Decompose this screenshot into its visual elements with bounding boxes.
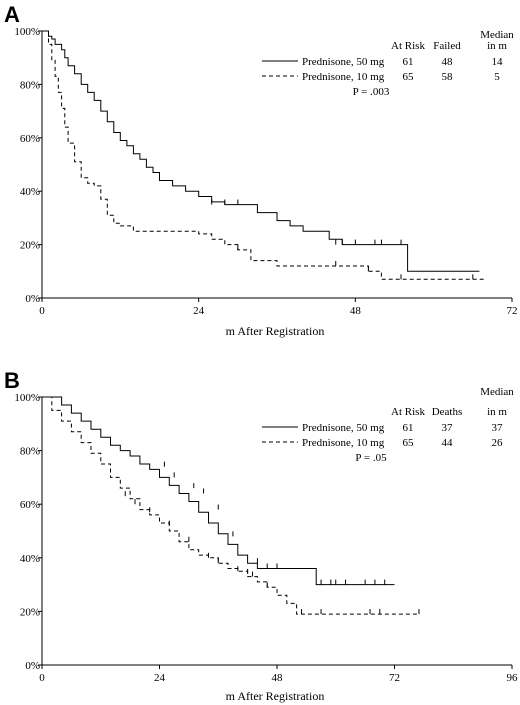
y-tick-label-a: 100% bbox=[14, 26, 40, 38]
y-tick-label-a: 0% bbox=[25, 293, 40, 305]
x-tick-label-b: 72 bbox=[389, 672, 400, 684]
chart-panel-a: A 0% 20% 40% 60% 80% 100% 0 24 48 72 Median At Ri… bbox=[4, 2, 518, 338]
x-tick-label-a: 0 bbox=[39, 305, 45, 317]
legend-b-name-10mg: Prednisone, 10 mg bbox=[302, 437, 385, 449]
legend-b-at-risk-50mg: 61 bbox=[403, 422, 414, 434]
panel-label-b: B bbox=[4, 368, 20, 393]
legend-b-name-50mg: Prednisone, 50 mg bbox=[302, 422, 385, 434]
legend-a-header-at-risk: At Risk bbox=[391, 40, 425, 52]
legend-a-at-risk-50mg: 61 bbox=[403, 56, 414, 68]
km-curve-b-50mg bbox=[42, 396, 395, 586]
chart-panel-b: B 0% 20% 40% 60% 80% 100% 0 24 48 72 96 Median At … bbox=[4, 368, 518, 703]
x-tick-label-a: 24 bbox=[193, 305, 205, 317]
km-curve-a-10mg bbox=[42, 30, 486, 280]
legend-b-events-10mg: 44 bbox=[442, 437, 454, 449]
y-tick-label-a: 80% bbox=[20, 79, 40, 91]
legend-b-median-10mg: 26 bbox=[492, 437, 504, 449]
legend-a-header-events: Failed bbox=[433, 40, 461, 52]
axes-b: 0% 20% 40% 60% 80% 100% 0 24 48 72 96 bbox=[14, 392, 518, 684]
axes-a: 0% 20% 40% 60% 80% 100% 0 24 48 72 bbox=[14, 26, 517, 317]
legend-a-median-50mg: 14 bbox=[492, 56, 504, 68]
y-tick-label-a: 20% bbox=[20, 240, 40, 252]
legend-a-header-in-m: in m bbox=[487, 40, 507, 52]
km-curve-b-10mg bbox=[42, 396, 419, 615]
y-tick-label-b: 60% bbox=[20, 499, 40, 511]
legend-b-at-risk-10mg: 65 bbox=[403, 437, 415, 449]
y-tick-label-b: 80% bbox=[20, 446, 40, 458]
legend-a-median-10mg: 5 bbox=[494, 71, 500, 83]
legend-b-pvalue: P = .05 bbox=[355, 452, 387, 464]
legend-b-events-50mg: 37 bbox=[442, 422, 454, 434]
curves-a bbox=[42, 30, 486, 280]
x-tick-label-b: 0 bbox=[39, 672, 45, 684]
x-axis-label-b: m After Registration bbox=[226, 689, 325, 703]
y-tick-label-b: 100% bbox=[14, 392, 40, 404]
x-tick-label-b: 48 bbox=[272, 672, 284, 684]
y-tick-label-b: 20% bbox=[20, 606, 40, 618]
panel-label-a: A bbox=[4, 2, 20, 27]
x-tick-label-b: 96 bbox=[507, 672, 519, 684]
legend-a-pvalue: P = .003 bbox=[353, 86, 390, 98]
legend-b-header-median: Median bbox=[480, 386, 514, 398]
legend-a-header-median: Median bbox=[480, 29, 514, 41]
x-tick-label-b: 24 bbox=[154, 672, 166, 684]
y-tick-label-b: 0% bbox=[25, 660, 40, 672]
x-axis-label-a: m After Registration bbox=[226, 324, 325, 338]
legend-b-header-in-m: in m bbox=[487, 406, 507, 418]
km-curve-a-50mg bbox=[42, 30, 480, 272]
y-tick-label-a: 40% bbox=[20, 186, 40, 198]
legend-b: Median At Risk Deaths in m Prednisone, 5… bbox=[262, 386, 514, 464]
legend-a-events-50mg: 48 bbox=[442, 56, 454, 68]
legend-b-median-50mg: 37 bbox=[492, 422, 504, 434]
curves-b bbox=[42, 396, 420, 615]
x-tick-label-a: 72 bbox=[507, 305, 518, 317]
legend-b-header-at-risk: At Risk bbox=[391, 406, 425, 418]
legend-a: Median At Risk Failed in m Prednisone, 5… bbox=[262, 29, 514, 98]
y-tick-label-b: 40% bbox=[20, 553, 40, 565]
y-tick-label-a: 60% bbox=[20, 133, 40, 145]
legend-b-header-events: Deaths bbox=[432, 406, 463, 418]
x-tick-label-a: 48 bbox=[350, 305, 362, 317]
legend-a-name-50mg: Prednisone, 50 mg bbox=[302, 56, 385, 68]
legend-a-events-10mg: 58 bbox=[442, 71, 454, 83]
legend-a-at-risk-10mg: 65 bbox=[403, 71, 415, 83]
legend-a-name-10mg: Prednisone, 10 mg bbox=[302, 71, 385, 83]
